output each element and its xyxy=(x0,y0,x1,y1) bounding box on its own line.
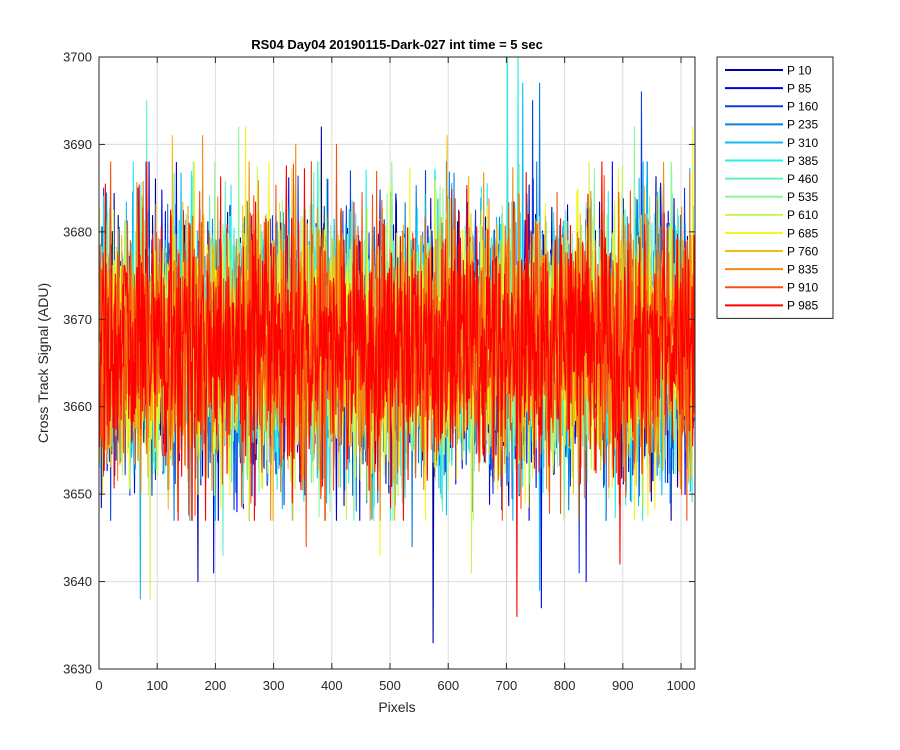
legend-entry-label: P 235 xyxy=(787,118,818,132)
x-tick-label: 200 xyxy=(205,678,227,693)
legend-entry-label: P 310 xyxy=(787,136,818,150)
y-tick-label: 3700 xyxy=(63,50,92,65)
x-tick-label: 0 xyxy=(95,678,102,693)
y-tick-label: 3660 xyxy=(63,399,92,414)
y-tick-label: 3670 xyxy=(63,312,92,327)
x-tick-label: 1000 xyxy=(667,678,696,693)
y-tick-label: 3630 xyxy=(63,662,92,677)
y-tick-label: 3680 xyxy=(63,224,92,239)
x-tick-label: 800 xyxy=(554,678,576,693)
legend-box xyxy=(716,56,834,319)
y-tick-label: 3650 xyxy=(63,487,92,502)
legend-entry-label: P 160 xyxy=(787,100,818,114)
legend-entry-label: P 985 xyxy=(787,299,818,313)
x-tick-label: 100 xyxy=(146,678,168,693)
legend[interactable]: P 10 P 85 P 160 P 235 P 310 P 385 P 460 P 535 P … xyxy=(716,56,834,319)
series-lines xyxy=(99,57,695,644)
legend-entry-label: P 835 xyxy=(787,262,818,276)
x-tick-label: 700 xyxy=(496,678,518,693)
x-tick-label: 500 xyxy=(379,678,401,693)
series-line xyxy=(99,143,695,548)
x-tick-label: 900 xyxy=(612,678,634,693)
y-axis-label: Cross Track Signal (ADU) xyxy=(35,283,51,443)
series-line xyxy=(99,161,695,618)
y-tick-label: 3690 xyxy=(63,137,92,152)
axis-ticks: 0 100 200 300 400 500 600 700 800 900 1000 3630 3640… xyxy=(63,50,695,694)
legend-entry-label: P 385 xyxy=(787,154,818,168)
x-tick-label: 600 xyxy=(437,678,459,693)
legend-entry-label: P 685 xyxy=(787,226,818,240)
y-tick-label: 3640 xyxy=(63,574,92,589)
legend-entry-label: P 460 xyxy=(787,172,818,186)
legend-entry-label: P 10 xyxy=(787,63,812,77)
x-tick-label: 400 xyxy=(321,678,343,693)
legend-entry-label: P 610 xyxy=(787,208,818,222)
x-tick-label: 300 xyxy=(263,678,285,693)
legend-entry-label: P 760 xyxy=(787,244,818,258)
legend-entry-label: P 85 xyxy=(787,81,812,95)
legend-entry-label: P 535 xyxy=(787,190,818,204)
plot-frame xyxy=(98,56,696,670)
legend-entry-label: P 910 xyxy=(787,281,818,295)
x-axis-label: Pixels xyxy=(378,699,415,715)
chart-title: RS04 Day04 20190115-Dark-027 int time = … xyxy=(251,37,543,52)
